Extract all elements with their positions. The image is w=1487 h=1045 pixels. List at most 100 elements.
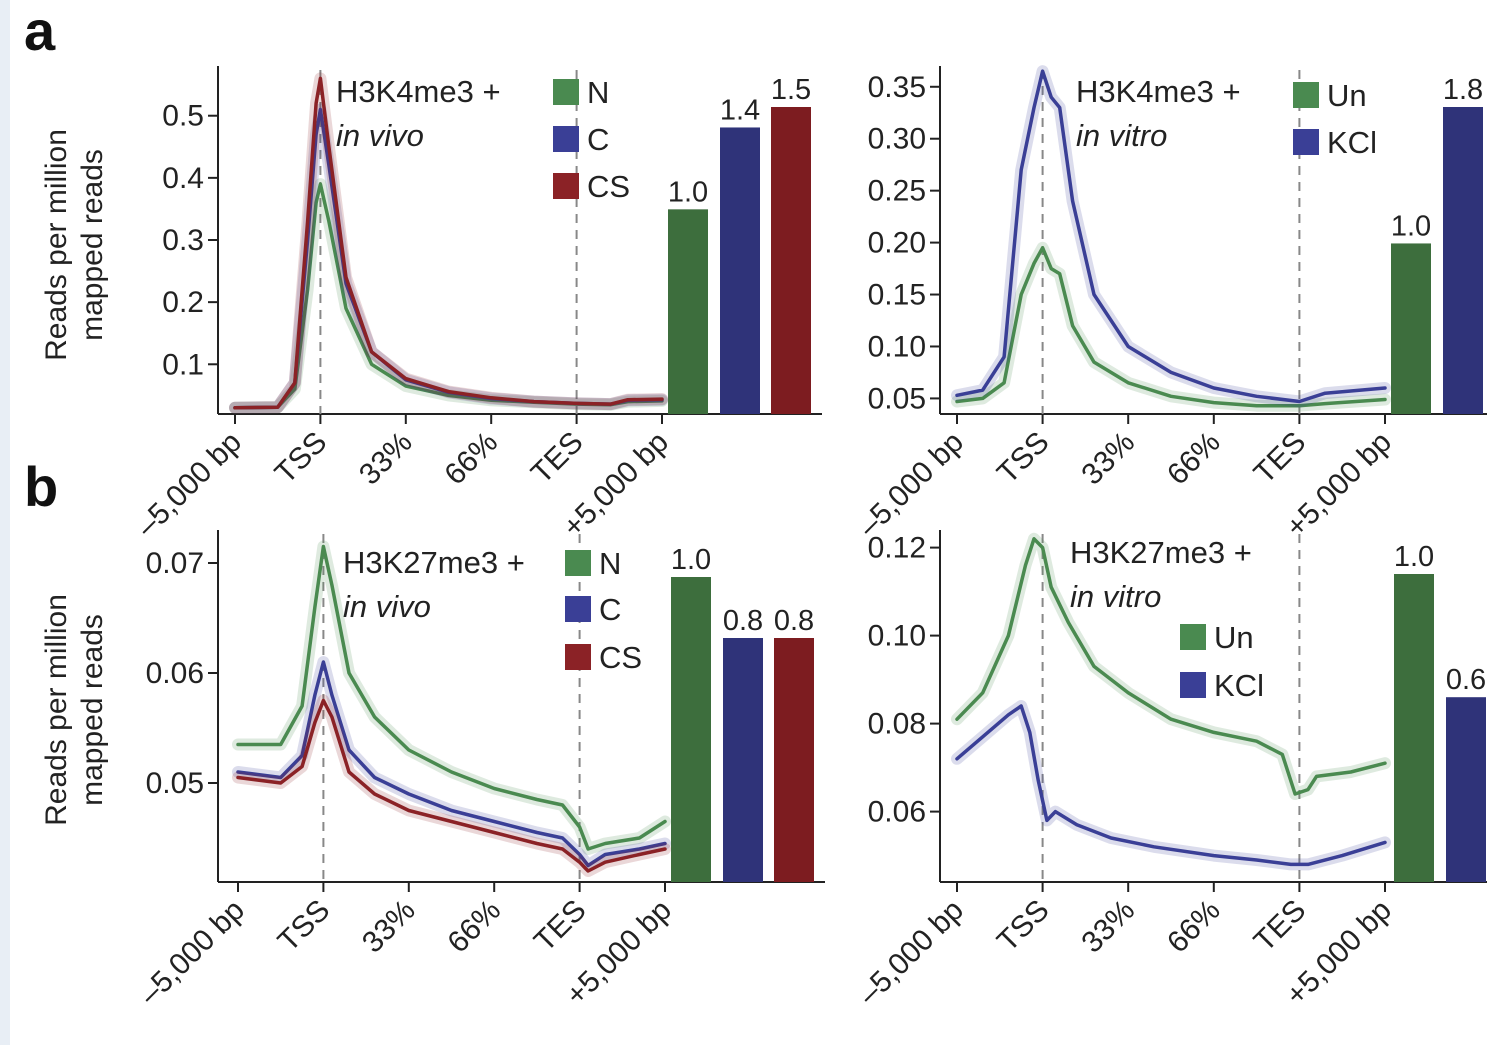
figure: a b Reads per million mapped reads Reads… <box>10 0 1487 1045</box>
legend-swatch-Un <box>1293 82 1319 108</box>
x-tick-label: –5,000 bp <box>130 426 248 544</box>
bar-CS <box>771 107 811 414</box>
series-line-KCl <box>955 69 1387 404</box>
x-tick-label: TSS <box>991 894 1056 959</box>
x-tick-label: –5,000 bp <box>852 894 970 1012</box>
ylabel-top: Reads per million mapped reads <box>40 129 109 361</box>
ylabel-bottom: Reads per million mapped reads <box>40 594 109 826</box>
panel-title-line2: in vitro <box>1076 118 1167 153</box>
legend-label-KCl: KCl <box>1327 125 1377 160</box>
panel-letter-a: a <box>24 0 56 62</box>
y-tick-label: 0.3 <box>162 224 204 257</box>
legend-label-CS: CS <box>599 640 642 675</box>
y-tick-label: 0.5 <box>162 100 204 133</box>
legend-swatch-KCl <box>1180 672 1206 698</box>
legend-label-C: C <box>587 122 609 157</box>
y-tick-label: 0.06 <box>868 796 926 829</box>
panel-title-line1: H3K27me3 + <box>1070 535 1252 570</box>
y-tick-label: 0.05 <box>868 382 926 415</box>
series-line-C <box>236 660 667 868</box>
panel-a-right: 0.05 0.10 0.15 0.20 0.25 0.30 0.35 –5,000 bp TSS… <box>852 65 1487 544</box>
bar-N <box>671 577 711 882</box>
ylabel-bottom-line2: mapped reads <box>76 614 109 806</box>
series-line-KCl <box>955 704 1387 867</box>
ylabel-top-line1: Reads per million <box>40 129 73 361</box>
x-tick-label: –5,000 bp <box>133 894 251 1012</box>
y-tick-label: 0.2 <box>162 286 204 319</box>
y-tick-label: 0.08 <box>868 708 926 741</box>
x-tick-label: TES <box>528 894 593 959</box>
bar-label-CS: 0.8 <box>774 605 814 637</box>
x-tick-label: –5,000 bp <box>852 426 970 544</box>
x-tick-label: 33% <box>1075 426 1141 492</box>
panel-title-line2: in vitro <box>1070 579 1161 614</box>
legend-swatch-KCl <box>1293 129 1319 155</box>
y-tick-label: 0.15 <box>868 279 926 312</box>
bar-label-N: 1.0 <box>671 544 711 576</box>
series-band-KCl <box>951 700 1391 871</box>
series-line-Un <box>955 246 1387 408</box>
series-band-KCl <box>951 65 1391 408</box>
y-tick-label: 0.10 <box>868 330 926 363</box>
legend-swatch-C <box>565 596 591 622</box>
x-tick-label: TES <box>1248 426 1313 491</box>
series-band-Un <box>951 241 1391 412</box>
bar-C <box>723 638 763 882</box>
x-tick-label: TSS <box>991 426 1056 491</box>
y-tick-label: 0.30 <box>868 123 926 156</box>
x-tick-label: 66% <box>438 426 504 492</box>
y-tick-label: 0.25 <box>868 175 926 208</box>
legend-swatch-N <box>565 550 591 576</box>
bar-C <box>720 127 760 414</box>
bar-CS <box>774 638 814 882</box>
bar-KCl <box>1446 697 1486 882</box>
panel-b-left: 0.050.060.07–5,000 bp TSS 33% 66% TES+5,000 … <box>133 530 825 1012</box>
bar-KCl <box>1443 107 1483 414</box>
x-tick-label: 33% <box>353 426 419 492</box>
y-tick-label: 0.4 <box>162 162 204 195</box>
bar-label-C: 1.4 <box>720 94 760 126</box>
y-tick-label: 0.1 <box>162 348 204 381</box>
y-tick-label: 0.06 <box>146 657 204 690</box>
x-tick-label: TES <box>1248 894 1313 959</box>
bar-label-KCl: 0.6 <box>1446 664 1486 696</box>
figure-canvas: a b Reads per million mapped reads Reads… <box>24 0 1487 1012</box>
x-tick-label: 66% <box>1161 894 1227 960</box>
panel-b-right: 0.060.080.100.12–5,000 bp TSS 33% 66% TES+5,… <box>852 530 1487 1012</box>
x-tick-label: 66% <box>1161 426 1227 492</box>
legend-label-Un: Un <box>1327 78 1367 113</box>
legend-swatch-Un <box>1180 624 1206 650</box>
series-line-CS <box>236 698 667 873</box>
series-line-Un <box>955 537 1387 796</box>
bar-label-Un: 1.0 <box>1394 541 1434 573</box>
x-tick-label: TES <box>525 426 590 491</box>
bar-label-C: 0.8 <box>723 605 763 637</box>
y-tick-label: 0.12 <box>868 532 926 565</box>
panel-letter-b: b <box>24 455 58 518</box>
legend-swatch-CS <box>565 644 591 670</box>
bar-label-N: 1.0 <box>668 176 708 208</box>
bar-label-Un: 1.0 <box>1391 210 1431 242</box>
series-line-N <box>236 544 667 851</box>
series-line-CS <box>233 76 664 410</box>
chart-panels: 0.10.20.30.40.5–5,000 bp TSS 33% 66% TES+5,0… <box>130 65 1487 1012</box>
legend-label-Un: Un <box>1214 620 1254 655</box>
x-tick-label: 33% <box>1075 894 1141 960</box>
ylabel-top-line2: mapped reads <box>76 149 109 341</box>
legend-swatch-C <box>553 126 579 152</box>
panel-title-line2: in vivo <box>336 118 424 153</box>
legend-label-N: N <box>599 546 621 581</box>
legend-label-KCl: KCl <box>1214 668 1264 703</box>
y-tick-label: 0.10 <box>868 620 926 653</box>
y-tick-label: 0.35 <box>868 71 926 104</box>
bar-label-KCl: 1.8 <box>1443 74 1483 106</box>
y-tick-label: 0.07 <box>146 547 204 580</box>
panel-title-line1: H3K27me3 + <box>343 545 525 580</box>
legend-label-CS: CS <box>587 169 630 204</box>
panel-a-left: 0.10.20.30.40.5–5,000 bp TSS 33% 66% TES+5,0… <box>130 66 822 544</box>
ylabel-bottom-line1: Reads per million <box>40 594 73 826</box>
x-tick-label: TSS <box>272 894 337 959</box>
legend-swatch-N <box>553 79 579 105</box>
legend-swatch-CS <box>553 173 579 199</box>
bar-label-CS: 1.5 <box>771 74 811 106</box>
